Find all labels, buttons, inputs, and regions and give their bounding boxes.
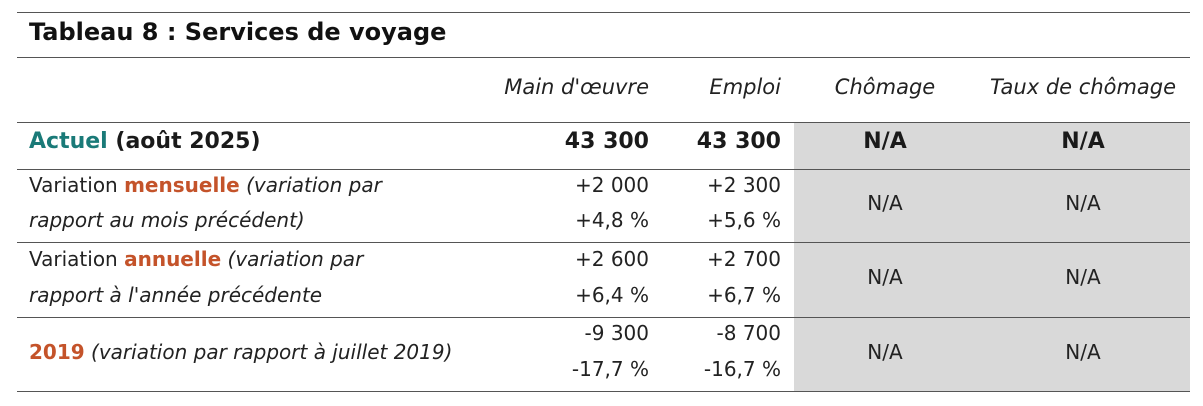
monthly-label-line1: Variation mensuelle (variation par [29,173,382,197]
annual-main-abs: +2 600 [574,247,649,271]
current-main-doeuvre: 43 300 [564,129,649,154]
header-emploi: Emploi [709,75,781,99]
since2019-main-abs: -9 300 [584,321,649,345]
annual-emp-pct: +6,7 % [707,283,781,307]
since2019-label: 2019 (variation par rapport à juillet 20… [29,340,452,364]
current-chomage: N/A [863,129,907,154]
rule-title [17,57,1190,58]
annual-desc-1: (variation par [227,247,364,271]
annual-chomage: N/A [867,265,903,289]
header-chomage: Chômage [834,75,936,99]
rule-monthly [17,242,1190,243]
monthly-prefix: Variation [29,173,125,197]
rule-annual [17,317,1190,318]
current-label-period: (août 2025) [115,129,261,154]
current-emploi: 43 300 [696,129,781,154]
header-main-doeuvre: Main d'œuvre [504,75,649,99]
annual-emp-abs: +2 700 [706,247,781,271]
monthly-desc-1: (variation par [246,173,382,197]
monthly-taux: N/A [1065,191,1101,215]
current-label-highlight: Actuel [29,129,108,154]
annual-main-pct: +6,4 % [575,283,649,307]
rule-bottom [17,391,1190,392]
annual-keyword: annuelle [124,247,222,271]
annual-label-line1: Variation annuelle (variation par [29,247,363,271]
since2019-taux: N/A [1065,340,1101,364]
shaded-columns [794,122,1190,392]
monthly-chomage: N/A [867,191,903,215]
monthly-keyword: mensuelle [124,173,240,197]
monthly-main-abs: +2 000 [574,173,649,197]
monthly-label-line2: rapport au mois précédent) [29,208,305,232]
row-current-label: Actuel (août 2025) [29,129,261,154]
header-taux-chomage: Taux de chômage [989,75,1177,99]
since2019-chomage: N/A [867,340,903,364]
monthly-emp-abs: +2 300 [706,173,781,197]
rule-current [17,169,1190,170]
annual-label-line2: rapport à l'année précédente [29,283,323,307]
rule-top [17,12,1190,13]
since2019-main-pct: -17,7 % [571,357,649,381]
table-title: Tableau 8 : Services de voyage [29,18,447,46]
since2019-emp-pct: -16,7 % [703,357,781,381]
monthly-main-pct: +4,8 % [575,208,649,232]
monthly-emp-pct: +5,6 % [707,208,781,232]
since2019-keyword: 2019 [29,340,85,364]
annual-prefix: Variation [29,247,125,271]
annual-taux: N/A [1065,265,1101,289]
data-table: Tableau 8 : Services de voyage Main d'œu… [17,12,1190,392]
current-taux: N/A [1061,129,1105,154]
since2019-emp-abs: -8 700 [716,321,781,345]
rule-header [17,122,1190,123]
since2019-desc: (variation par rapport à juillet 2019) [91,340,453,364]
